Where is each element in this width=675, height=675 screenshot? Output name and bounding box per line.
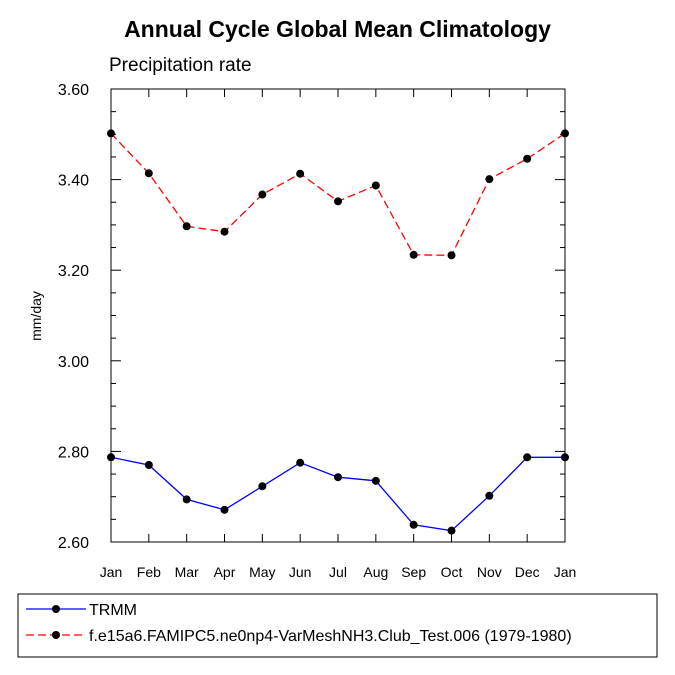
series-1-point xyxy=(561,453,569,462)
x-tick-label: Jul xyxy=(329,564,347,580)
series-2-point xyxy=(409,250,418,259)
x-tick-label: May xyxy=(249,564,275,580)
x-tick-label: Oct xyxy=(441,564,463,580)
y-tick-label: 3.20 xyxy=(58,263,89,280)
x-tick-labels: Jan Feb Mar Apr May Jun Jul Aug Sep Oct Nov Dec Jan xyxy=(100,564,577,580)
series-1-point xyxy=(220,505,229,514)
legend-items: TRMM f.e15a6.FAMIPC5.ne0np4-VarMeshNH3.Cl… xyxy=(26,602,572,645)
legend-box xyxy=(17,593,658,658)
series-1-point xyxy=(371,476,380,485)
series-1-point xyxy=(258,482,267,491)
series-2-point xyxy=(182,222,191,231)
x-tick-label: Jun xyxy=(289,564,312,580)
series-1-point xyxy=(485,491,494,500)
x-tick-label: Dec xyxy=(515,564,540,580)
legend-marker xyxy=(52,631,60,639)
x-tick-label: Aug xyxy=(363,564,388,580)
series-1-point xyxy=(523,453,532,462)
chart-title: Annual Cycle Global Mean Climatology xyxy=(124,16,551,42)
series-line-2 xyxy=(110,132,566,256)
y-tick-label: 2.80 xyxy=(58,444,89,461)
y-tick-label: 3.40 xyxy=(58,173,89,190)
y-tick-label: 2.60 xyxy=(58,535,89,552)
y-tick-label: 3.60 xyxy=(58,82,89,99)
y-tick-label: 3.00 xyxy=(58,354,89,371)
legend: TRMM f.e15a6.FAMIPC5.ne0np4-VarMeshNH3.Cl… xyxy=(17,593,658,658)
series-1-point xyxy=(334,473,342,482)
x-tick-label: Apr xyxy=(214,564,236,580)
series-2-point xyxy=(447,251,456,260)
x-tick-label: Sep xyxy=(401,564,426,580)
series-layer xyxy=(107,129,569,535)
series-1-point xyxy=(182,495,191,504)
series-1-point xyxy=(144,460,153,469)
series-1-point xyxy=(447,526,456,535)
x-tick-label: Feb xyxy=(137,564,161,580)
series-2-point xyxy=(334,197,342,206)
series-2-point xyxy=(258,190,267,199)
y-axis-label: mm/day xyxy=(28,291,44,341)
legend-label: f.e15a6.FAMIPC5.ne0np4-VarMeshNH3.Club_T… xyxy=(89,628,572,645)
legend-label: TRMM xyxy=(89,602,137,619)
series-2-point xyxy=(107,129,115,138)
series-2-point xyxy=(220,227,229,236)
series-2-point xyxy=(485,175,494,184)
x-tick-label: Jan xyxy=(554,564,577,580)
chart-subtitle: Precipitation rate xyxy=(109,55,252,76)
series-2-point xyxy=(296,169,305,178)
series-2-point xyxy=(561,129,569,138)
x-tick-label: Jan xyxy=(100,564,123,580)
axis-ticks xyxy=(110,88,566,543)
series-2-point xyxy=(371,181,380,190)
series-line-1 xyxy=(110,456,565,532)
series-1-point xyxy=(296,458,305,467)
series-1-point xyxy=(409,520,418,529)
series-1-point xyxy=(107,453,115,462)
legend-marker xyxy=(52,605,60,613)
series-2-point xyxy=(523,154,532,163)
x-tick-label: Mar xyxy=(175,564,199,580)
x-tick-label: Nov xyxy=(477,564,502,580)
y-tick-labels: 2.60 2.80 3.00 3.20 3.40 3.60 xyxy=(58,82,89,552)
series-2-point xyxy=(144,169,153,178)
